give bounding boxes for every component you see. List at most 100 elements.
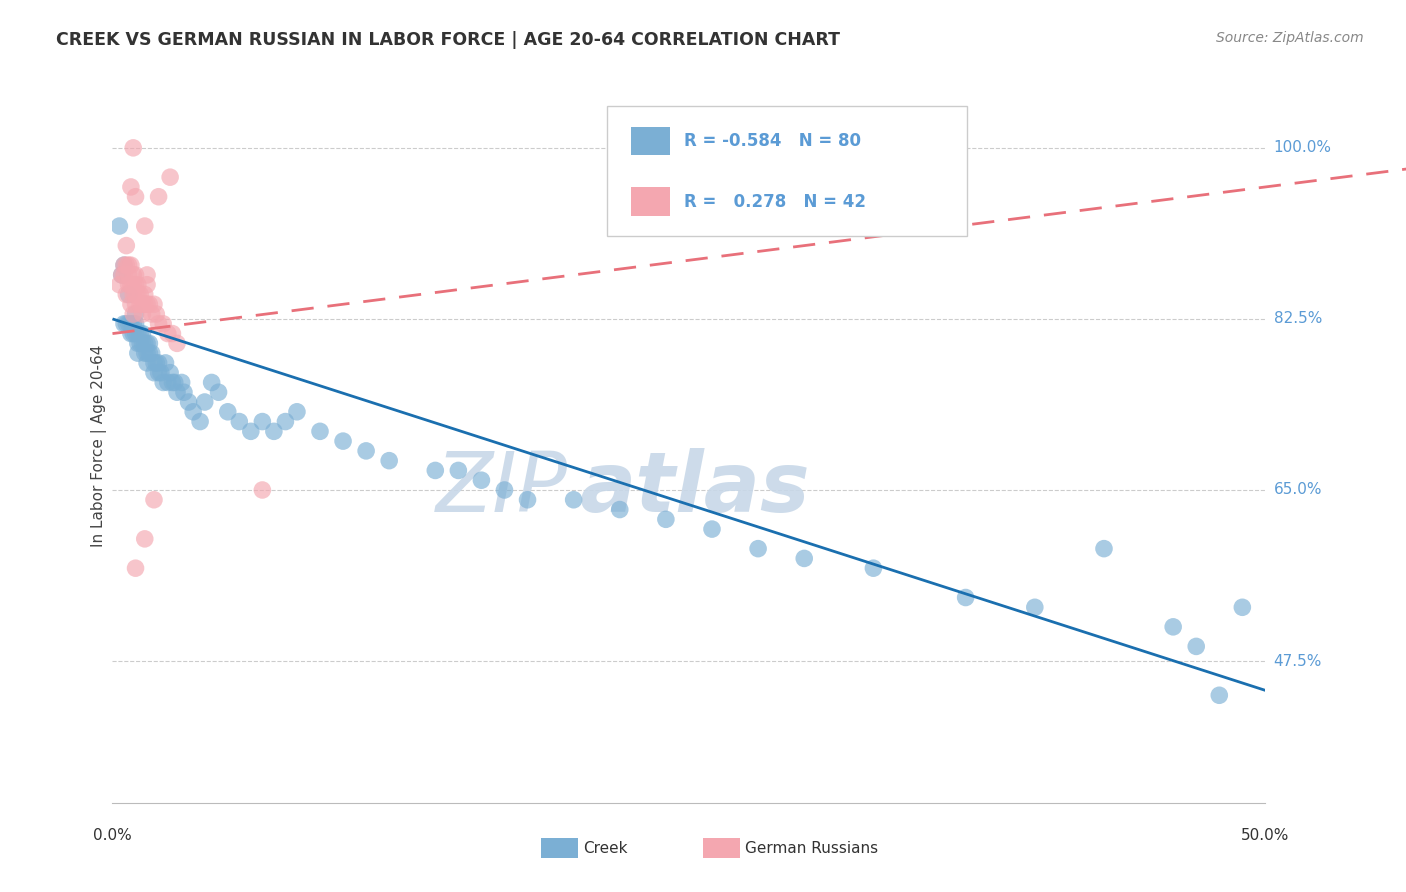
Point [115,287,138,301]
Point [129,336,152,351]
Point [177,395,200,409]
Text: ZIP: ZIP [436,449,568,529]
Point [134,297,156,311]
Point [138,297,160,311]
Point [115,238,138,252]
Point [129,297,152,311]
Point [136,268,159,282]
Point [111,268,134,282]
Point [108,219,131,233]
Text: German Russians: German Russians [745,841,879,855]
Text: R = -0.584   N = 80: R = -0.584 N = 80 [685,132,862,150]
Point [115,317,138,331]
Point [124,190,146,204]
Text: 47.5%: 47.5% [1274,654,1322,669]
Point [127,326,149,341]
Point [217,405,239,419]
Point [122,277,145,292]
Point [181,405,204,419]
Point [747,541,769,556]
Point [120,297,142,311]
Point [120,277,142,292]
Point [122,317,145,331]
Point [263,425,285,439]
Point [173,385,195,400]
Point [332,434,354,449]
Point [149,366,172,380]
Point [239,425,262,439]
Point [122,287,145,301]
Point [129,326,152,341]
Point [136,336,159,351]
Point [124,287,146,301]
Point [136,297,159,311]
Point [252,483,274,497]
Point [141,346,163,360]
Point [148,366,170,380]
Point [228,415,250,429]
Point [1092,541,1115,556]
Point [155,356,177,370]
Point [145,356,167,370]
Point [207,385,229,400]
Point [162,326,184,341]
Point [274,415,297,429]
Point [156,376,179,390]
Point [143,356,166,370]
Point [122,268,145,282]
Point [117,287,139,301]
Point [134,532,156,546]
Point [127,336,149,351]
Point [136,277,159,292]
Point [122,326,145,341]
Point [194,395,217,409]
Point [159,366,181,380]
Point [136,356,159,370]
Text: 50.0%: 50.0% [1241,828,1289,843]
Text: R =   0.278   N = 42: R = 0.278 N = 42 [685,193,866,211]
Point [112,268,135,282]
Point [609,502,631,516]
Point [201,376,224,390]
Point [1185,640,1208,654]
Point [378,453,401,467]
Point [134,346,156,360]
Point [252,415,274,429]
Point [700,522,723,536]
Point [166,336,188,351]
Text: atlas: atlas [579,449,810,529]
Point [112,258,135,272]
Point [447,463,470,477]
Point [494,483,516,497]
Point [143,366,166,380]
Point [425,463,447,477]
Point [138,346,160,360]
Point [1161,620,1184,634]
Point [112,258,135,272]
Point [124,268,146,282]
Point [117,268,139,282]
Point [127,287,149,301]
Point [134,336,156,351]
Point [1208,688,1230,702]
Point [124,307,146,321]
Point [562,492,585,507]
Text: Source: ZipAtlas.com: Source: ZipAtlas.com [1216,31,1364,45]
Point [131,307,153,321]
Point [152,376,174,390]
Point [117,317,139,331]
Point [124,561,146,575]
Point [138,336,160,351]
Point [156,326,179,341]
Point [111,268,134,282]
Point [124,297,146,311]
Point [655,512,678,526]
Point [134,219,156,233]
Point [470,473,492,487]
Point [124,317,146,331]
Point [1024,600,1046,615]
Point [117,277,139,292]
Point [108,277,131,292]
Point [166,385,188,400]
Point [124,277,146,292]
